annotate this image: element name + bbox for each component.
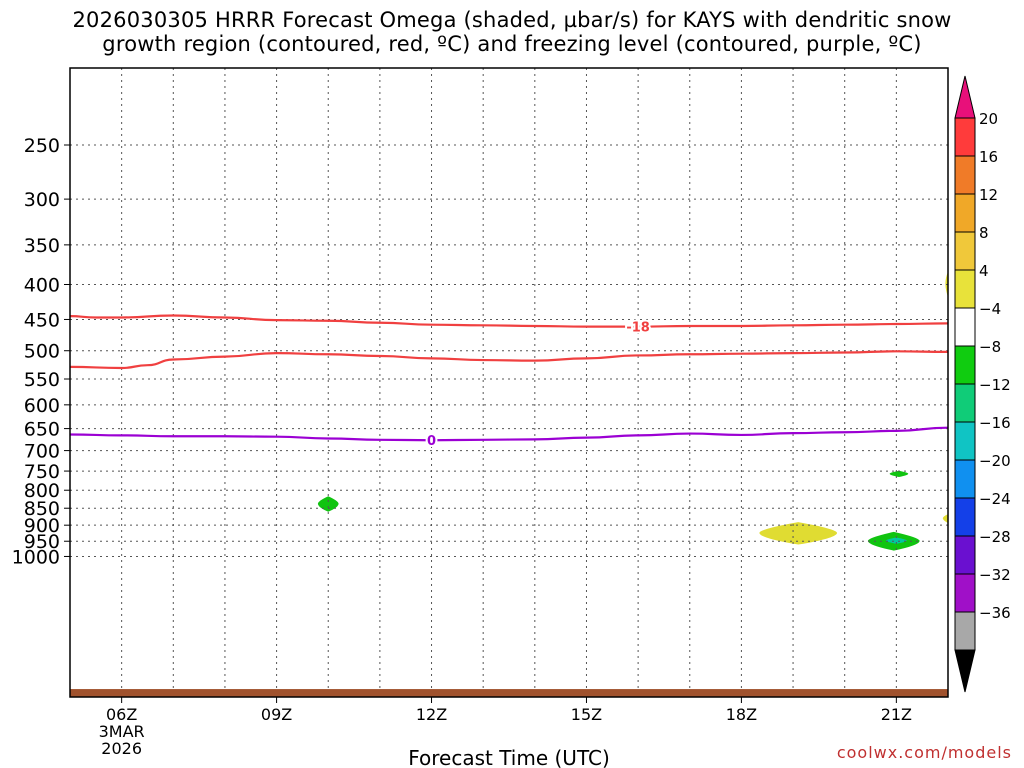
y-tick-label-850: 850	[24, 498, 60, 520]
x-axis-label: Forecast Time (UTC)	[408, 746, 610, 768]
colorbar-label-11: −28	[979, 528, 1011, 546]
y-tick-label-500: 500	[24, 341, 60, 363]
colorbar-label-0: 20	[979, 110, 998, 128]
y-tick-label-450: 450	[24, 309, 60, 331]
colorbar-band-5	[954, 307, 976, 347]
colorbar-bottom-arrow	[954, 649, 976, 693]
contour-line-2	[70, 426, 948, 442]
omega-region-6	[886, 537, 907, 544]
x-tick-label-6: 06Z	[106, 705, 137, 724]
colorbar-label-3: 8	[979, 224, 989, 242]
y-tick-label-1000: 1000	[12, 546, 60, 568]
colorbar-band-11	[954, 535, 976, 575]
y-tick-label-950: 950	[24, 531, 60, 553]
colorbar-label-10: −24	[979, 490, 1011, 508]
colorbar-label-12: −32	[979, 566, 1011, 584]
grid	[70, 68, 948, 697]
colorbar-label-2: 12	[979, 186, 998, 204]
colorbar-band-6	[954, 345, 976, 385]
x-tick-label-21: 21Z	[881, 705, 912, 724]
contour-line-1	[70, 350, 948, 370]
x-tick-label-15: 15Z	[571, 705, 602, 724]
plot-background	[70, 68, 948, 697]
colorbar-band-3	[954, 231, 976, 271]
y-tick-label-550: 550	[24, 369, 60, 391]
colorbar-band-8	[954, 421, 976, 461]
colorbar-label-4: 4	[979, 262, 989, 280]
colorbar-band-10	[954, 497, 976, 537]
omega-region-4	[889, 470, 909, 477]
colorbar-band-0	[954, 117, 976, 157]
y-tick-label-600: 600	[24, 395, 60, 417]
omega-region-1	[759, 522, 838, 545]
x-tick-label-18: 18Z	[726, 705, 757, 724]
chart-title-line-2: growth region (contoured, red, ºC) and f…	[102, 32, 922, 56]
site-credit: coolwx.com/models	[836, 743, 1012, 762]
colorbar-band-1	[954, 155, 976, 195]
chart-title: 2026030305 HRRR Forecast Omega (shaded, …	[0, 8, 1024, 56]
colorbar-label-9: −20	[979, 452, 1011, 470]
colorbar-label-8: −16	[979, 414, 1011, 432]
y-tick-label-250: 250	[24, 135, 60, 157]
y-tick-label-650: 650	[24, 419, 60, 441]
chart-title-line-1: 2026030305 HRRR Forecast Omega (shaded, …	[72, 8, 952, 32]
colorbar-label-6: −8	[979, 338, 1001, 356]
plot-frame	[69, 67, 949, 698]
colorbar-band-13	[954, 611, 976, 651]
x-tick-sublabel-6-0: 3MAR	[99, 722, 145, 741]
x-tick-label-12: 12Z	[416, 705, 447, 724]
y-tick-label-350: 350	[24, 235, 60, 257]
y-tick-label-400: 400	[24, 274, 60, 296]
ground-fill	[70, 689, 948, 697]
colorbar-band-2	[954, 193, 976, 233]
y-tick-label-300: 300	[24, 189, 60, 211]
colorbar-label-1: 16	[979, 148, 998, 166]
colorbar-top-arrow	[954, 75, 976, 119]
colorbar-band-12	[954, 573, 976, 613]
contour-label-0: -18	[626, 321, 650, 336]
omega-region-2	[942, 514, 948, 523]
y-tick-label-800: 800	[24, 480, 60, 502]
contour-label-2: 0	[427, 434, 436, 449]
colorbar-label-5: −4	[979, 300, 1001, 318]
colorbar-label-7: −12	[979, 376, 1011, 394]
colorbar-band-4	[954, 269, 976, 309]
x-tick-sublabel-6-1: 2026	[101, 739, 142, 758]
colorbar-label-13: −36	[979, 604, 1011, 622]
plot-area: -18 0	[70, 68, 948, 697]
x-tick-label-9: 09Z	[261, 705, 292, 724]
contour-line-0	[70, 314, 948, 328]
y-tick-label-700: 700	[24, 441, 60, 463]
colorbar-band-9	[954, 459, 976, 499]
y-tick-label-900: 900	[24, 515, 60, 537]
y-tick-label-750: 750	[24, 461, 60, 483]
colorbar-band-7	[954, 383, 976, 423]
